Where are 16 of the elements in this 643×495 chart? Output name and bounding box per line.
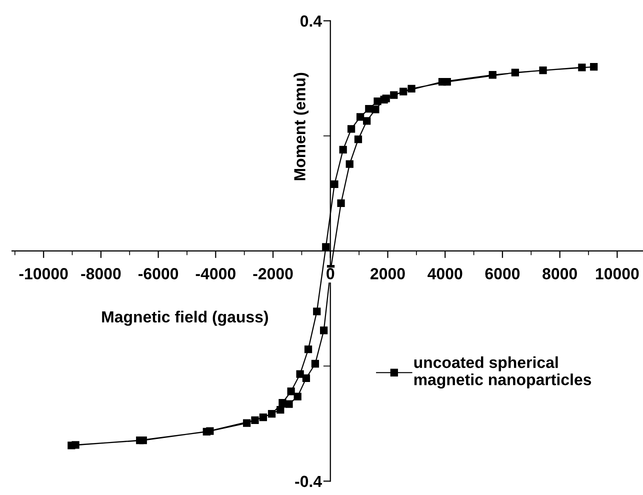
x-tick-label: -8000 — [81, 268, 121, 280]
y-tick-label: -0.4 — [295, 476, 322, 488]
x-tick-label: 4000 — [428, 268, 462, 280]
x-axis-title: Magnetic field (gauss) — [102, 310, 268, 326]
x-tick-label: -4000 — [196, 268, 236, 280]
x-tick-label: -2000 — [253, 268, 293, 280]
x-tick-label: -6000 — [138, 268, 178, 280]
x-tick-label: 0 — [326, 268, 334, 280]
x-tick-label: 10000 — [596, 268, 639, 280]
x-tick-label: -10000 — [19, 268, 68, 280]
legend-label: uncoated spherical magnetic nanoparticles — [414, 356, 592, 389]
x-tick-label: 6000 — [485, 268, 520, 280]
y-axis-title: Moment (emu) — [294, 72, 309, 180]
x-tick-label: 2000 — [370, 268, 405, 280]
x-tick-label: 8000 — [542, 268, 577, 280]
y-tick-label: 0.4 — [300, 15, 322, 27]
